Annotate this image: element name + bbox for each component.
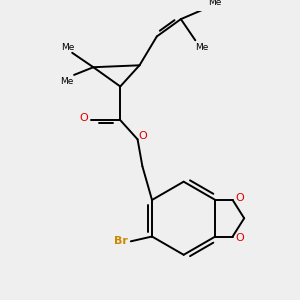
Text: O: O xyxy=(235,233,244,243)
Text: O: O xyxy=(138,131,147,142)
Text: O: O xyxy=(235,193,244,203)
Text: Me: Me xyxy=(208,0,221,7)
Text: Me: Me xyxy=(60,77,73,86)
Text: O: O xyxy=(79,113,88,123)
Text: Br: Br xyxy=(114,236,128,246)
Text: Me: Me xyxy=(61,43,74,52)
Text: Me: Me xyxy=(195,43,209,52)
